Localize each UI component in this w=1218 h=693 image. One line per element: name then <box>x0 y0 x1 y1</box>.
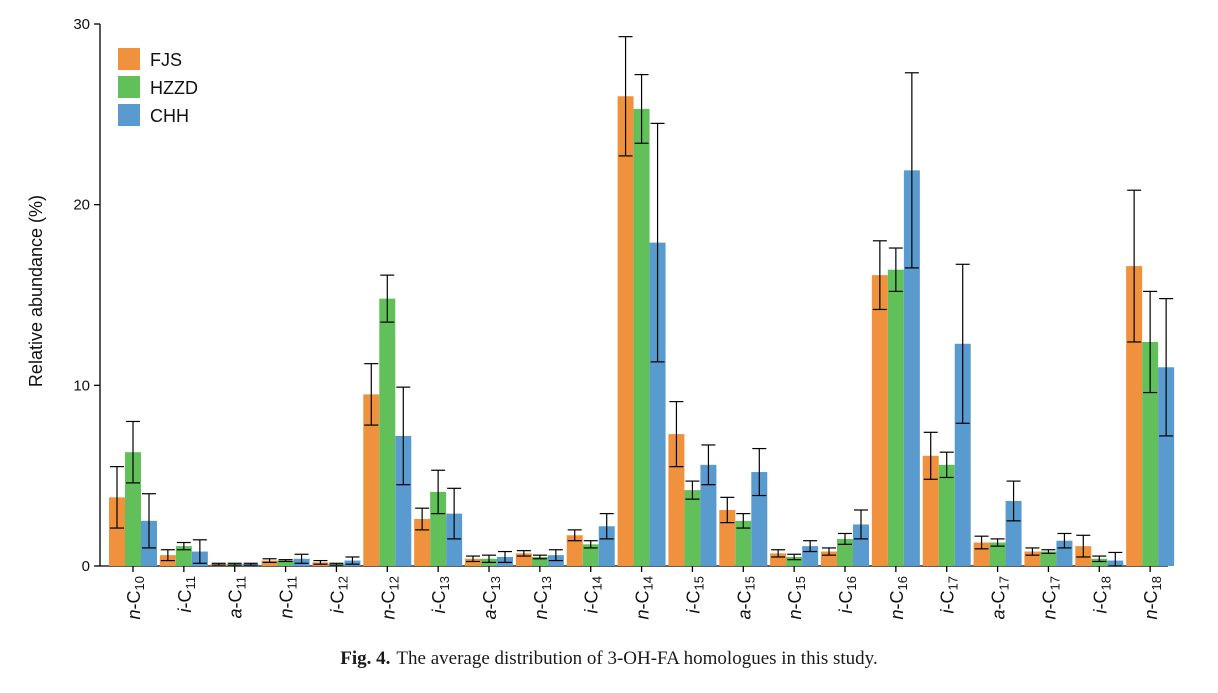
bar-hzzd <box>125 452 141 566</box>
y-tick-label: 30 <box>73 16 90 33</box>
x-tick-label: i-C11 <box>175 576 198 613</box>
x-tick-label: i-C12 <box>327 576 350 613</box>
bar-fjs <box>363 394 380 566</box>
x-tick-label: n-C15 <box>785 576 808 619</box>
x-tick-label: i-C13 <box>429 576 452 613</box>
bar-hzzd <box>684 490 701 566</box>
legend-swatch-hzzd <box>118 76 140 98</box>
bar-fjs <box>109 497 125 566</box>
y-tick-label: 0 <box>82 558 90 575</box>
x-tick-label: n-C11 <box>277 576 300 619</box>
y-tick-label: 10 <box>73 377 90 394</box>
bar-fjs <box>566 535 583 566</box>
bar-fjs <box>414 519 431 566</box>
x-tick-label: a-C17 <box>989 576 1012 619</box>
legend-label-fjs: FJS <box>150 50 182 70</box>
bar-hzzd <box>582 544 599 566</box>
x-tick-label: n-C18 <box>1141 576 1164 619</box>
x-tick-label: i-C17 <box>938 576 961 613</box>
bar-hzzd <box>1040 551 1057 566</box>
bar-chh <box>853 524 869 566</box>
bar-hzzd <box>938 464 955 566</box>
legend-swatch-chh <box>118 104 140 126</box>
bar-chh <box>954 343 971 566</box>
bar-chart: 0 10 20 30 Relative abundance (%) n-C10 i-C11 a… <box>26 16 1175 619</box>
x-tick-label: i-C16 <box>836 576 859 613</box>
x-tick-label: a-C11 <box>226 576 249 619</box>
bar-fjs <box>1126 266 1143 566</box>
x-tick-label: n-C10 <box>124 576 147 619</box>
y-axis-label: Relative abundance (%) <box>26 195 46 387</box>
bar-fjs <box>261 560 278 566</box>
bar-chh <box>1158 367 1175 566</box>
bar-chh <box>903 170 920 566</box>
bar-hzzd <box>633 108 650 566</box>
y-tick-label: 20 <box>73 197 90 214</box>
bar-fjs <box>719 509 736 566</box>
x-tick-label: i-C18 <box>1090 576 1113 613</box>
figure-caption: Fig. 4. The average distribution of 3-OH-… <box>0 648 1218 670</box>
x-tick-label: n-C16 <box>887 576 910 619</box>
bar-hzzd <box>430 491 447 566</box>
bar-fjs <box>617 96 634 567</box>
bar-chh <box>395 435 412 566</box>
bar-fjs <box>871 275 888 566</box>
bar-chh <box>446 513 463 566</box>
bar-hzzd <box>735 520 752 566</box>
x-tick-label: i-C15 <box>683 576 706 613</box>
x-tick-label: n-C12 <box>378 576 401 619</box>
x-tick-label: i-C14 <box>582 576 605 613</box>
x-tick-label: a-C15 <box>734 576 757 619</box>
bar-hzzd <box>379 298 396 566</box>
caption-text: The average distribution of 3-OH-FA homo… <box>396 648 878 669</box>
legend-label-chh: CHH <box>150 106 189 126</box>
bar-hzzd <box>277 560 294 566</box>
bar-hzzd <box>989 542 1006 566</box>
bar-hzzd <box>786 556 803 566</box>
legend-swatch-fjs <box>118 48 140 70</box>
bar-chh <box>700 464 717 566</box>
bar-fjs <box>465 558 481 566</box>
bar-chh <box>649 242 666 566</box>
bar-fjs <box>922 455 939 566</box>
x-tick-label: n-C14 <box>633 576 656 619</box>
x-tick-label: n-C17 <box>1039 576 1062 619</box>
bar-hzzd <box>1091 558 1108 566</box>
bar-chh <box>1005 500 1022 566</box>
bar-chh <box>1056 540 1073 566</box>
bar-hzzd <box>175 546 192 566</box>
bar-hzzd <box>837 538 853 566</box>
legend-label-hzzd: HZZD <box>150 78 198 98</box>
x-tick-label: a-C13 <box>480 576 503 619</box>
bar-chh <box>598 526 615 566</box>
bar-hzzd <box>531 556 548 566</box>
bar-hzzd <box>887 269 904 566</box>
bar-hzzd <box>1142 341 1159 566</box>
x-tick-label: n-C13 <box>531 576 554 619</box>
caption-label: Fig. 4. <box>340 648 391 669</box>
